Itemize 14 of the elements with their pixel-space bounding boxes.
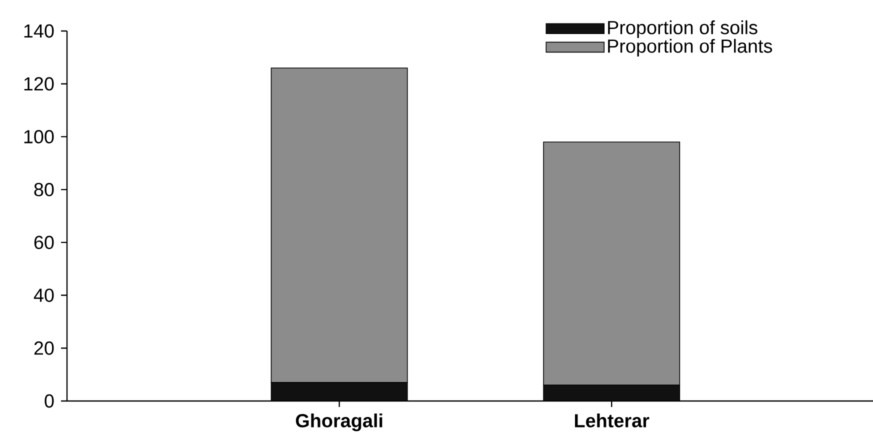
y-tick-label: 20 bbox=[34, 341, 54, 355]
y-tick-label: 40 bbox=[34, 288, 54, 302]
bar bbox=[543, 384, 680, 401]
x-tick-label: Lehterar bbox=[575, 413, 650, 428]
y-tick-label: 0 bbox=[44, 394, 54, 408]
y-tick-label: 60 bbox=[34, 236, 54, 250]
legend-label: Proportion of soils bbox=[608, 20, 758, 38]
x-tick-label: Ghoragali bbox=[296, 413, 382, 432]
bar bbox=[270, 382, 408, 401]
y-tick-label: 80 bbox=[34, 182, 54, 196]
y-tick-label: 120 bbox=[24, 77, 54, 91]
y-tick-label: 100 bbox=[24, 130, 54, 144]
legend-label: Proportion of Plants bbox=[608, 38, 772, 57]
y-tick-label: 140 bbox=[24, 24, 54, 38]
